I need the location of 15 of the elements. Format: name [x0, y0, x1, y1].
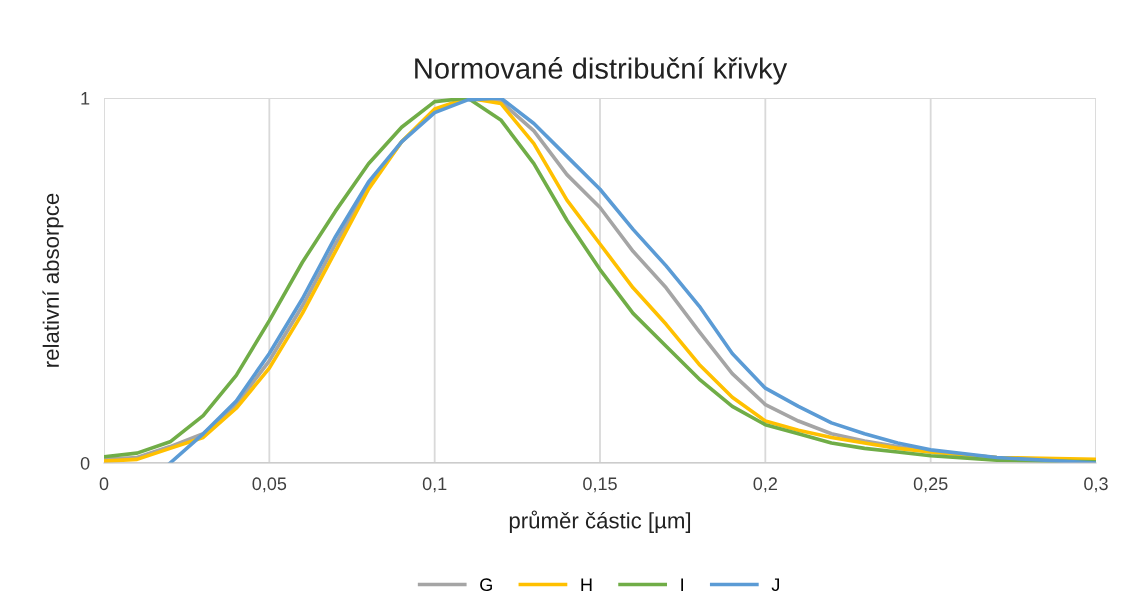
legend-label: J — [771, 578, 780, 592]
x-tick-label: 0,05 — [252, 477, 287, 493]
legend-label: I — [681, 578, 683, 591]
legend-label: G — [480, 578, 492, 592]
x-tick-label: 0,25 — [913, 477, 948, 493]
chart-title: Normované distribuční křivky — [415, 57, 788, 85]
x-tick-label: 0,3 — [1084, 477, 1108, 493]
y-axis-title: relativní absorpce — [42, 193, 64, 367]
y-tick-label: 1 — [81, 92, 90, 105]
x-tick-label: 0,15 — [583, 477, 617, 493]
x-tick-label: 0 — [99, 477, 109, 491]
x-axis-title: průměr částic [µm] — [509, 510, 691, 533]
x-tick-label: 0,1 — [422, 477, 447, 493]
legend-label: H — [581, 578, 592, 591]
x-tick-label: 0,2 — [753, 477, 777, 493]
